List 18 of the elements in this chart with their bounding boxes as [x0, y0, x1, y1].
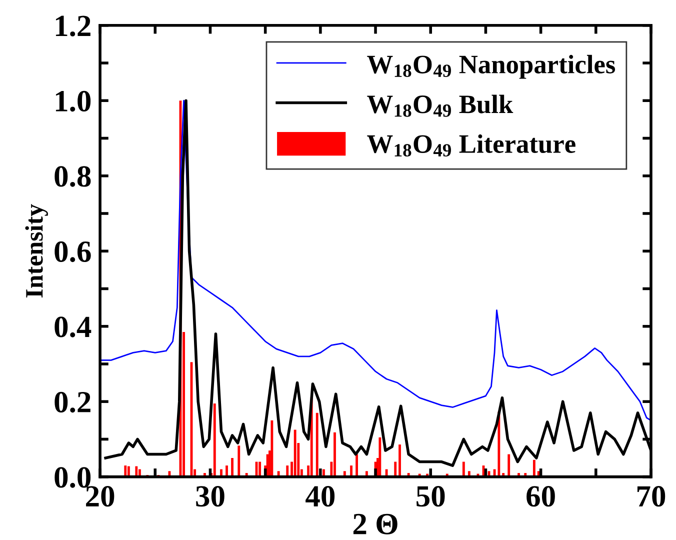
x-axis-title: 2 Θ — [353, 514, 398, 534]
x-tick-label: 30 — [196, 486, 224, 507]
y-tick-label: 0.0 — [54, 467, 91, 488]
x-tick-label: 70 — [637, 486, 666, 507]
x-tick-label: 50 — [416, 486, 445, 507]
y-axis-title: Intensity — [25, 204, 48, 298]
legend-label: W$_{18}$O$_{49}$ Nanoparticles — [367, 54, 616, 79]
legend-label: W$_{18}$O$_{49}$ Literature — [367, 134, 576, 157]
legend-label: W$_{18}$O$_{49}$ Bulk — [367, 94, 514, 117]
x-tick-label: 20 — [86, 486, 114, 507]
y-tick-label: 0.8 — [54, 166, 91, 187]
y-tick-label: 1.2 — [56, 16, 90, 36]
y-tick-label: 0.6 — [54, 241, 91, 262]
y-tick-label: 0.4 — [54, 316, 92, 338]
x-tick-label: 40 — [306, 486, 335, 507]
y-tick-label: 0.2 — [54, 392, 90, 413]
y-tick-label: 1.0 — [56, 90, 91, 112]
x-tick-label: 60 — [526, 486, 555, 507]
